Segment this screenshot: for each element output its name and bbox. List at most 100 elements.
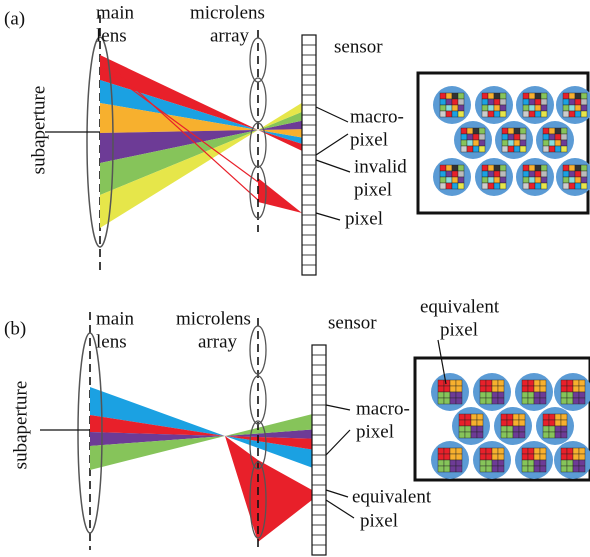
pixel — [488, 165, 494, 171]
pixel — [514, 134, 520, 140]
pixel — [528, 380, 534, 386]
pixel — [535, 93, 541, 99]
pixel — [534, 454, 540, 460]
pixel — [480, 380, 486, 386]
pixel — [498, 392, 504, 398]
pixel — [501, 414, 507, 420]
pixel — [523, 93, 529, 99]
pixel — [480, 454, 486, 460]
pixel — [458, 105, 464, 111]
pixel — [502, 140, 508, 146]
pixel — [508, 128, 514, 134]
pixel — [520, 140, 526, 146]
pixel — [540, 380, 546, 386]
pixel — [450, 466, 456, 472]
pixel — [456, 466, 462, 472]
pixel — [529, 177, 535, 183]
pixel — [477, 420, 483, 426]
pixel — [581, 93, 587, 99]
pixel — [482, 93, 488, 99]
pixel — [498, 448, 504, 454]
pixel — [488, 99, 494, 105]
line — [316, 134, 348, 155]
pixel — [507, 420, 513, 426]
pixel — [500, 165, 506, 171]
pixel — [535, 99, 541, 105]
pixel — [563, 171, 569, 177]
pixel — [563, 99, 569, 105]
pixel — [452, 111, 458, 117]
sensor — [312, 345, 326, 555]
pixel — [575, 93, 581, 99]
pixel — [452, 183, 458, 189]
pixel — [575, 171, 581, 177]
pixel — [541, 93, 547, 99]
pixel — [492, 466, 498, 472]
pixel — [561, 420, 567, 426]
pixel — [458, 183, 464, 189]
pixel — [523, 99, 529, 105]
label: microlens — [190, 2, 265, 23]
pixel — [492, 460, 498, 466]
line — [326, 430, 350, 455]
pixel — [465, 432, 471, 438]
pixel — [555, 146, 561, 152]
pixel — [581, 183, 587, 189]
pixel — [446, 111, 452, 117]
pixel — [494, 165, 500, 171]
pixel — [446, 171, 452, 177]
pixel — [450, 380, 456, 386]
pixel — [494, 183, 500, 189]
pixel — [581, 171, 587, 177]
pixel — [514, 128, 520, 134]
pixel — [528, 398, 534, 404]
pixel — [459, 420, 465, 426]
pixel — [555, 128, 561, 134]
label: sensor — [328, 312, 377, 333]
pixel — [541, 183, 547, 189]
shapes — [40, 15, 590, 555]
pixel — [519, 414, 525, 420]
label: subaperture — [10, 381, 31, 470]
line — [316, 107, 348, 122]
pixel — [540, 454, 546, 460]
pixel — [459, 432, 465, 438]
pixel — [467, 146, 473, 152]
pixel — [452, 165, 458, 171]
pixel — [444, 466, 450, 472]
pixel — [522, 398, 528, 404]
pixel — [540, 460, 546, 466]
pixel — [555, 140, 561, 146]
pixel — [508, 146, 514, 152]
pixel — [471, 414, 477, 420]
pixel — [522, 454, 528, 460]
line — [316, 213, 340, 220]
pixel — [541, 171, 547, 177]
pixel — [459, 426, 465, 432]
label: microlens — [176, 308, 251, 329]
pixel — [575, 177, 581, 183]
label: sensor — [334, 36, 383, 57]
pixel — [573, 386, 579, 392]
pixel — [561, 134, 567, 140]
pixel — [486, 392, 492, 398]
pixel — [480, 398, 486, 404]
pixel — [569, 99, 575, 105]
pixel — [479, 128, 485, 134]
pixel — [575, 99, 581, 105]
pixel — [444, 398, 450, 404]
pixel — [535, 183, 541, 189]
pixel — [458, 171, 464, 177]
pixel — [549, 414, 555, 420]
pixel — [486, 454, 492, 460]
pixel — [452, 93, 458, 99]
pixel — [507, 426, 513, 432]
pixel — [494, 93, 500, 99]
pixel — [479, 140, 485, 146]
label: subaperture — [28, 86, 49, 175]
pixel — [438, 380, 444, 386]
label: equivalent — [420, 296, 500, 317]
pixel — [473, 140, 479, 146]
pixel — [569, 93, 575, 99]
pixel — [494, 171, 500, 177]
